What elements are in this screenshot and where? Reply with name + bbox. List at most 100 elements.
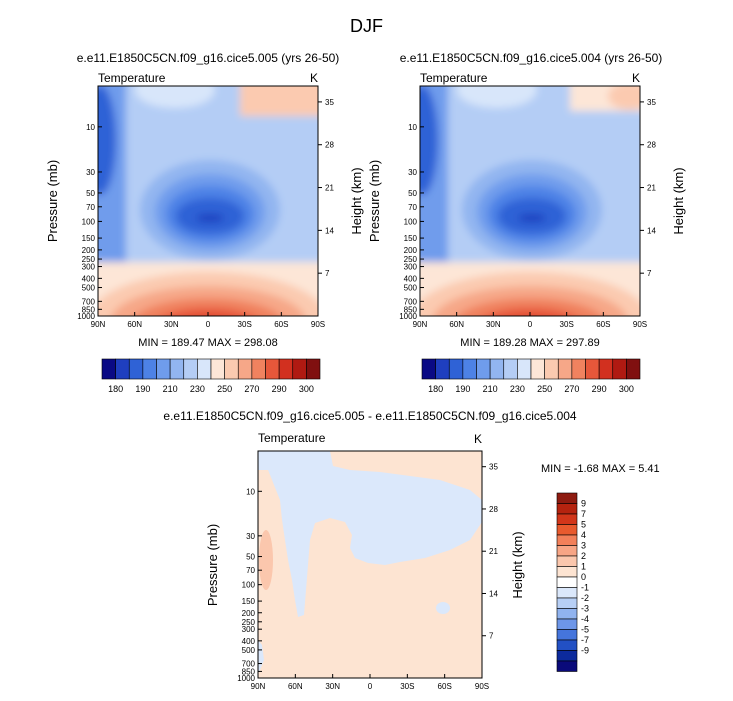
- panel-a-colorbar-label: 270: [244, 384, 259, 394]
- panel-c-colorbar-box: [556, 524, 578, 536]
- panel-a-colorbar-box: [169, 358, 185, 380]
- panel-a-colorbar-box: [183, 358, 198, 380]
- panel-b-xtick-label: 30N: [486, 320, 501, 329]
- panel-a-field: [98, 86, 318, 316]
- panel-b-colorbar-label: 290: [592, 384, 607, 394]
- panel-c-colorbar-label: -4: [581, 614, 589, 624]
- panel-a-ylabel-right: Height (km): [349, 167, 364, 234]
- panel-b-height-tick-label: 21: [647, 184, 656, 193]
- panel-a-height-tick-label: 14: [325, 226, 334, 235]
- panel-c-xtick-label: 90S: [475, 682, 489, 691]
- panel-c-colorbar-label: -7: [581, 635, 589, 645]
- panel-a-height-tick-label: 21: [325, 184, 334, 193]
- panel-a-xtick-label: 90N: [91, 320, 106, 329]
- panel-b-xtick-label: 60N: [449, 320, 464, 329]
- panel-c-ytick-label: 10: [246, 487, 255, 496]
- panel-b-xtick-label: 90N: [413, 320, 428, 329]
- panel-b-colorbar-label: 180: [428, 384, 443, 394]
- panel-c-xtick-label: 60N: [288, 682, 303, 691]
- panel-b-height-tick-label: 28: [647, 141, 656, 150]
- panel-c-height-tick-label: 28: [489, 505, 498, 514]
- panel-a-height-tick-label: 28: [325, 141, 334, 150]
- panel-b-height-tick-label: 14: [647, 226, 656, 235]
- panel-a-ytick-label: 850: [82, 305, 96, 314]
- panel-b-colorbar-box: [585, 358, 600, 380]
- panel-b-colorbar-box: [421, 358, 436, 380]
- panel-c-colorbar-box: [556, 587, 578, 599]
- panel-c-colorbar-label: -2: [581, 593, 589, 603]
- panel-b-colorbar-box: [435, 358, 450, 380]
- panel-a-ytick-label: 200: [82, 246, 96, 255]
- panel-a-title: e.e11.E1850C5CN.f09_g16.cice5.005 (yrs 2…: [77, 51, 340, 65]
- panel-a-ytick-label: 500: [82, 284, 96, 293]
- panel-c-colorbar-label: -9: [581, 646, 589, 656]
- panel-b-ytick-label: 70: [408, 203, 417, 212]
- panel-c-title: e.e11.E1850C5CN.f09_g16.cice5.005 - e.e1…: [163, 409, 577, 423]
- panel-c-colorbar-box: [556, 650, 578, 662]
- panel-a-left-string: Temperature: [98, 71, 166, 85]
- panel-c-height-tick-label: 35: [489, 463, 498, 472]
- panel-b-ytick-label: 150: [404, 234, 418, 243]
- panel-b-xtick-label: 90S: [633, 320, 647, 329]
- panel-b-ytick-label: 200: [404, 246, 418, 255]
- panel-a-ytick-label: 150: [82, 234, 96, 243]
- panel-b-xtick-label: 30S: [560, 320, 574, 329]
- panel-b-colorbar-box: [544, 358, 559, 380]
- panel-a-height-tick-label: 7: [325, 269, 330, 278]
- panel-c-colorbar-label: 2: [581, 551, 586, 561]
- figure-title: DJF: [350, 16, 383, 36]
- panel-b-colorbar-box: [598, 358, 614, 380]
- panel-c-height-tick-label: 7: [489, 632, 494, 641]
- panel-a-ytick-label: 50: [86, 189, 95, 198]
- panel-c-colorbar-box: [556, 566, 578, 578]
- panel-c-colorbar-box: [556, 639, 578, 651]
- panel-b-ytick-label: 50: [408, 189, 417, 198]
- panel-b-colorbar: 180 190 210 230 250 270 290 300: [421, 358, 641, 394]
- panel-c-ytick-label: 200: [242, 609, 256, 618]
- panel-b-ytick-label: 100: [404, 217, 418, 226]
- panel-c-colorbar-label: 1: [581, 562, 586, 572]
- panel-b-colorbar-label: 210: [483, 384, 498, 394]
- panel-b-colorbar-label: 300: [619, 384, 634, 394]
- panel-c-colorbar-label: 7: [581, 509, 586, 519]
- panel-b-colorbar-box: [462, 358, 477, 380]
- panel-b-ytick-label: 300: [404, 263, 418, 272]
- panel-c-ytick-label: 250: [242, 618, 256, 627]
- panel-b-ytick-label: 30: [408, 168, 417, 177]
- panel-a-height-tick-label: 35: [325, 98, 334, 107]
- panel-a-ytick-label: 70: [86, 203, 95, 212]
- panel-b-colorbar-box: [517, 358, 532, 380]
- panel-c-ylabel: Pressure (mb): [205, 524, 220, 606]
- panel-a-ytick-label: 100: [82, 217, 96, 226]
- panel-c-ylabel-right: Height (km): [510, 531, 525, 598]
- panel-c-colorbar-label: 4: [581, 530, 586, 540]
- panel-a-ytick-label: 30: [86, 168, 95, 177]
- panel-c-colorbar-label: 9: [581, 499, 586, 509]
- panel-a: e.e11.E1850C5CN.f09_g16.cice5.005 (yrs 2…: [45, 51, 364, 394]
- panel-a-colorbar-box: [306, 358, 321, 380]
- panel-c-ytick-label: 1000: [237, 674, 255, 683]
- panel-a-colorbar-label: 290: [272, 384, 287, 394]
- panel-b-xtick-label: 60S: [596, 320, 610, 329]
- panel-c: e.e11.E1850C5CN.f09_g16.cice5.005 - e.e1…: [163, 409, 659, 691]
- panel-a-colorbar: 180 190 210 230 250 270 290 300: [101, 358, 321, 394]
- panel-a-xtick-label: 0: [206, 320, 211, 329]
- panel-c-colorbar-label: 3: [581, 541, 586, 551]
- panel-c-ytick-label: 100: [242, 581, 256, 590]
- panel-a-ytick-label: 250: [82, 255, 96, 264]
- panel-b-colorbar-box: [503, 358, 518, 380]
- panel-a-ytick-label: 1000: [77, 312, 95, 321]
- panel-a-xtick-label: 90S: [311, 320, 325, 329]
- panel-c-colorbar-box: [556, 534, 578, 546]
- panel-c-colorbar-box: [556, 513, 578, 525]
- panel-a-colorbar-label: 230: [190, 384, 205, 394]
- panel-b-colorbar-box: [612, 358, 627, 380]
- panel-c-colorbar-box: [556, 492, 578, 504]
- panel-b-colorbar-box: [557, 358, 573, 380]
- panel-a-xtick-label: 30N: [164, 320, 179, 329]
- panel-b-colorbar-box: [571, 358, 586, 380]
- panel-c-field: [258, 451, 482, 678]
- panel-c-ytick-label: 50: [246, 553, 255, 562]
